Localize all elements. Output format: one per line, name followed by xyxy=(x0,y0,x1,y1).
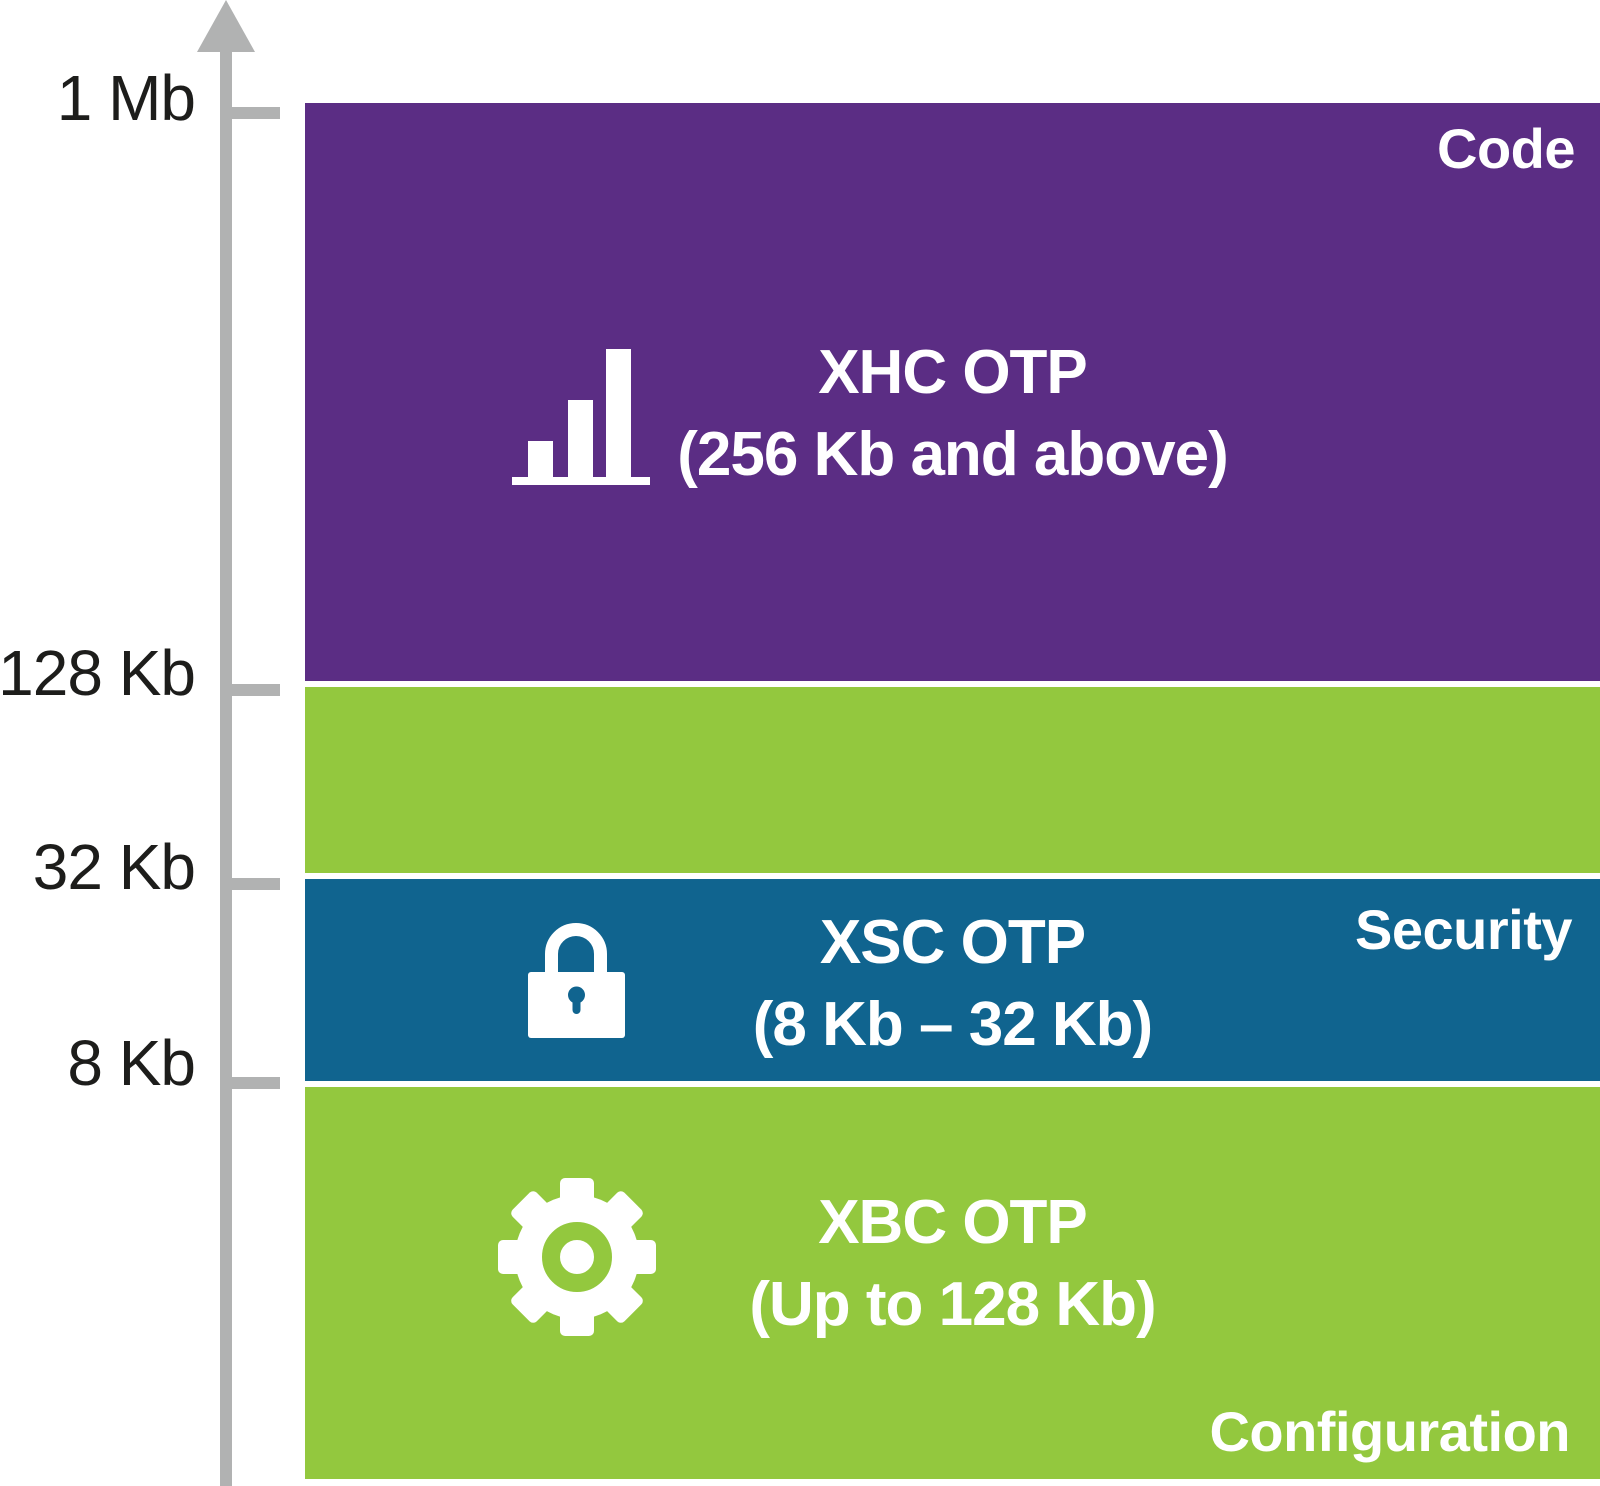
band-configuration-category: Configuration xyxy=(1209,1400,1570,1463)
band-security-category: Security xyxy=(1355,898,1573,961)
axis-label-32kb: 32 Kb xyxy=(32,831,196,903)
band-code-text: XHC OTP (256 Kb and above) xyxy=(677,332,1228,496)
lock-icon xyxy=(528,923,625,1038)
axis-label-8kb: 8 Kb xyxy=(67,1027,196,1099)
axis-tick-128kb xyxy=(220,684,280,696)
gear-icon xyxy=(498,1178,656,1336)
band-security-text: XSC OTP (8 Kb – 32 Kb) xyxy=(752,902,1153,1066)
band-code: Code XHC OTP (256 Kb and above) xyxy=(305,103,1600,681)
axis-tick-1mb xyxy=(220,107,280,119)
axis-tick-32kb xyxy=(220,878,280,890)
bar-chart-icon xyxy=(512,349,650,485)
band-security-title: XSC OTP xyxy=(819,908,1086,977)
band-code-title: XHC OTP xyxy=(818,338,1088,407)
band-configuration: Configuration XBC OTP (Up to 128 xyxy=(305,1087,1600,1479)
axis-label-128kb: 128 Kb xyxy=(0,637,196,709)
axis-label-1mb: 1 Mb xyxy=(56,62,196,134)
band-configuration-title: XBC OTP xyxy=(818,1188,1088,1257)
band-security: Security XSC OTP (8 Kb – 32 Kb) xyxy=(305,879,1600,1081)
axis-line xyxy=(220,38,232,1486)
band-code-category: Code xyxy=(1437,117,1576,180)
band-configuration-upper xyxy=(305,687,1600,873)
band-code-subtitle: (256 Kb and above) xyxy=(677,420,1228,489)
band-security-subtitle: (8 Kb – 32 Kb) xyxy=(752,990,1153,1059)
band-configuration-text: XBC OTP (Up to 128 Kb) xyxy=(749,1182,1156,1346)
axis-tick-8kb xyxy=(220,1077,280,1089)
band-configuration-subtitle: (Up to 128 Kb) xyxy=(749,1270,1156,1339)
